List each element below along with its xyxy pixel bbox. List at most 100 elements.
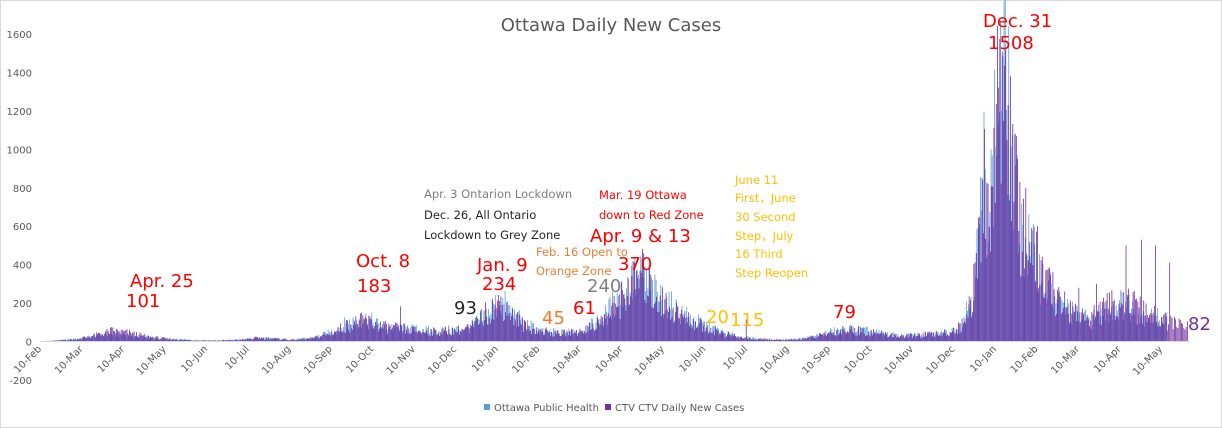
bar [511, 316, 512, 342]
bar [363, 319, 365, 342]
bar [412, 324, 414, 342]
annotation-label: 82 [1188, 314, 1211, 335]
bar [1046, 269, 1048, 342]
bar [1022, 224, 1024, 342]
bar [1138, 313, 1139, 342]
bar [561, 329, 563, 342]
bar [724, 332, 725, 342]
bar [391, 324, 393, 342]
bar [77, 338, 79, 342]
bar [612, 302, 614, 342]
bar [1105, 300, 1107, 342]
bar [104, 332, 106, 342]
bar [413, 331, 415, 342]
bar [561, 334, 563, 342]
bar [672, 310, 674, 342]
bar [208, 339, 210, 342]
bar [695, 326, 697, 342]
bar [1110, 307, 1112, 342]
bar [854, 327, 856, 342]
bar [830, 328, 832, 342]
x-tick-label: 10-Mar [551, 343, 584, 376]
bar [64, 339, 66, 342]
bar [778, 339, 780, 342]
bar [739, 336, 741, 342]
bar [760, 339, 762, 342]
bar [988, 226, 990, 342]
bar [841, 334, 843, 342]
bar [869, 336, 871, 342]
bar [649, 290, 651, 342]
bar [958, 322, 959, 342]
bar [628, 305, 630, 342]
bar [679, 319, 681, 342]
bar [198, 340, 200, 342]
bar [226, 340, 228, 342]
bar [73, 339, 75, 342]
bar [1043, 296, 1044, 342]
bar [1090, 320, 1092, 342]
bar [918, 333, 919, 342]
bar [567, 331, 569, 342]
bar [898, 337, 900, 342]
bar [1020, 278, 1021, 342]
bar [327, 334, 328, 342]
bar [829, 332, 830, 342]
bar [479, 323, 481, 342]
bar [397, 325, 399, 342]
bar [610, 315, 611, 342]
bar [984, 169, 986, 342]
bar [982, 232, 984, 342]
bar [744, 337, 746, 342]
bar [1052, 303, 1053, 342]
bar [574, 330, 576, 342]
bar [619, 293, 620, 342]
annotation-label: 79 [833, 302, 856, 323]
bar [292, 338, 294, 342]
bar [832, 335, 834, 342]
bar [455, 332, 457, 342]
bar [160, 338, 162, 342]
bar [542, 327, 544, 342]
bar [481, 322, 483, 342]
bar [734, 337, 736, 342]
bar [1114, 315, 1116, 342]
bar [868, 331, 869, 342]
bar [554, 329, 556, 342]
bar [578, 333, 580, 342]
bar [668, 291, 670, 342]
bar [843, 326, 845, 342]
bar [374, 325, 376, 342]
bar [378, 323, 380, 342]
bar [435, 329, 436, 342]
bar [294, 340, 295, 342]
bar [624, 298, 626, 342]
bar [577, 331, 579, 342]
bar [515, 320, 517, 342]
bar [807, 338, 808, 342]
bar [967, 310, 968, 342]
bar [138, 337, 140, 342]
bar [411, 324, 413, 342]
bar [496, 300, 498, 342]
bar [264, 339, 266, 342]
bar [768, 338, 770, 342]
bar [1081, 320, 1083, 342]
bar [311, 337, 313, 342]
bar [931, 331, 932, 342]
bar [272, 337, 274, 342]
bar [1015, 165, 1017, 342]
bar [105, 331, 107, 342]
bar [833, 327, 835, 342]
bar [566, 332, 567, 342]
bar [508, 305, 510, 342]
annotation-label: 93 [454, 298, 477, 319]
bar [904, 337, 906, 342]
bar [229, 339, 231, 342]
bar [586, 324, 588, 342]
bar [573, 334, 574, 342]
bar [599, 326, 600, 342]
bar [850, 325, 852, 342]
bar [1018, 243, 1020, 342]
bar [210, 340, 212, 342]
